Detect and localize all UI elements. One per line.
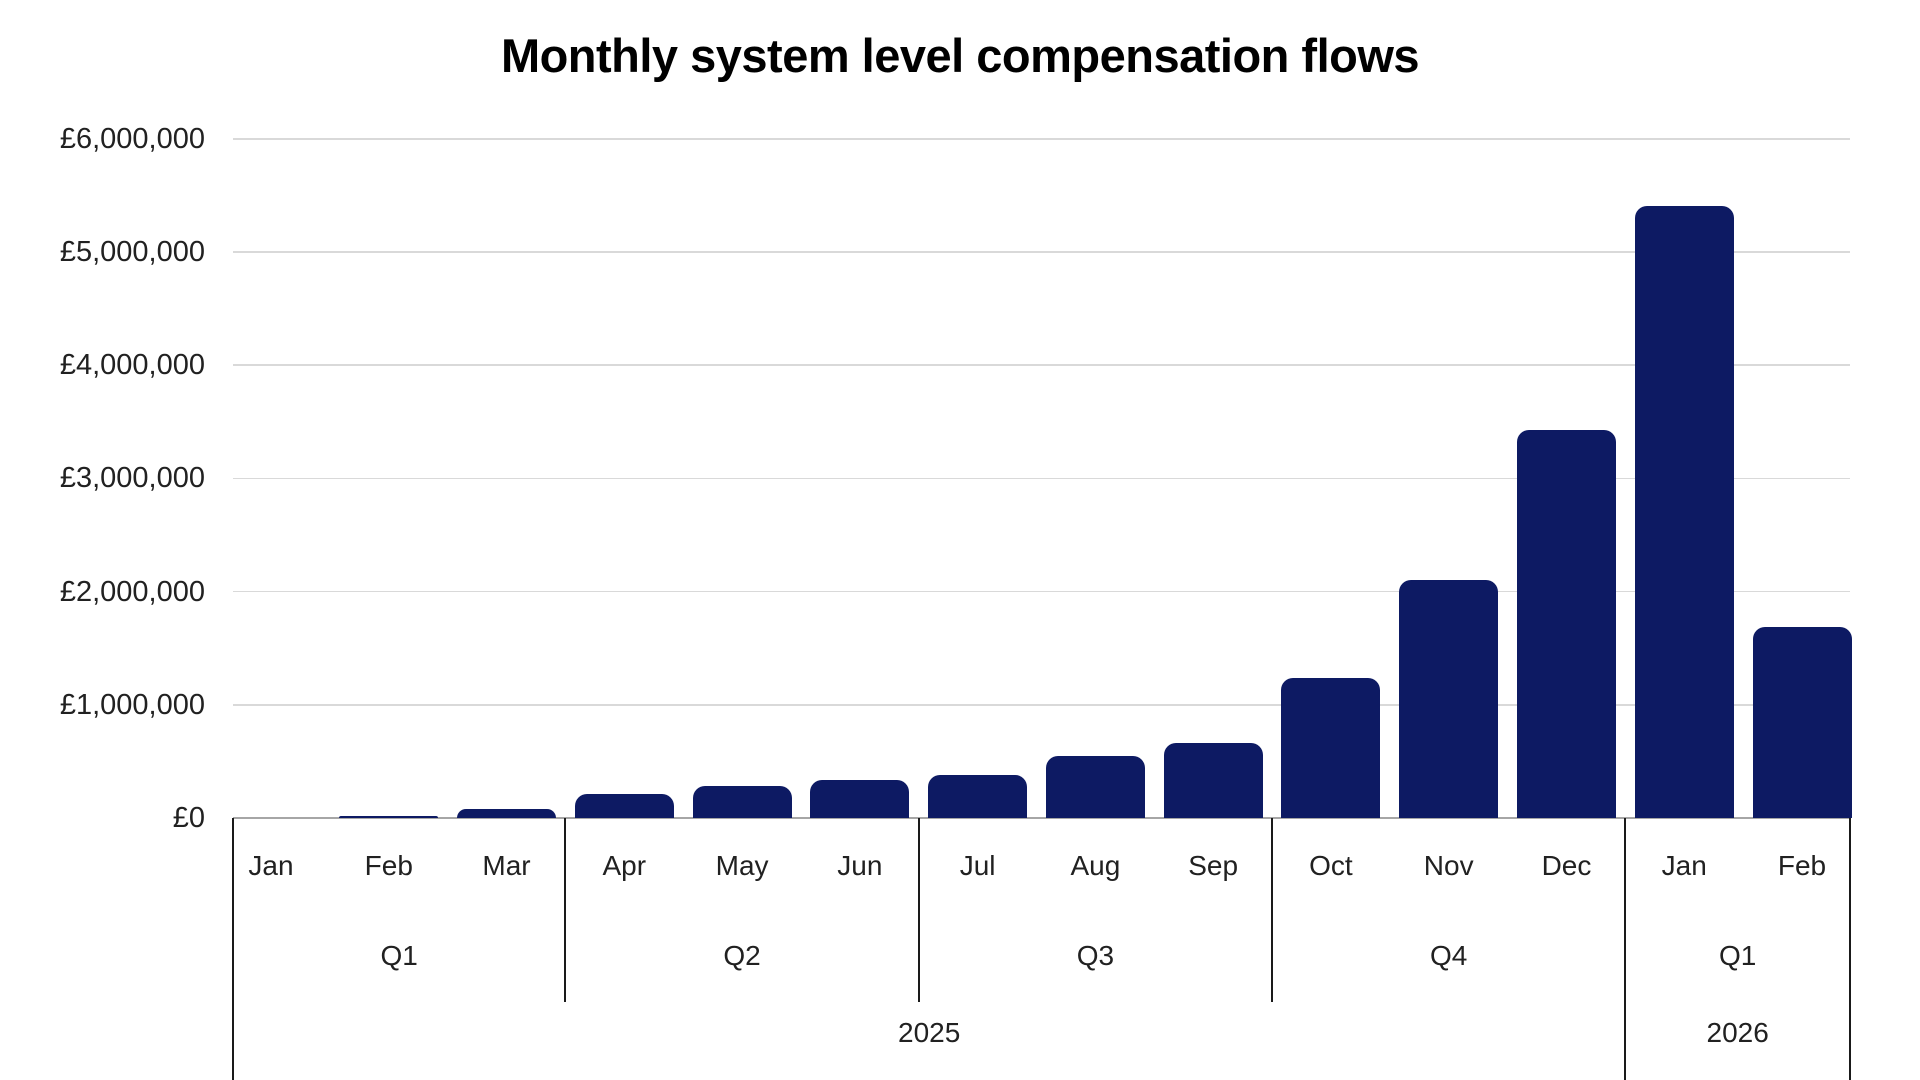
quarter-label: Q4 — [1430, 940, 1468, 971]
quarter-label: Q2 — [723, 940, 761, 971]
chart-title: Monthly system level compensation flows — [500, 29, 1420, 82]
month-label: Dec — [1541, 850, 1592, 881]
quarter-separator-line — [564, 818, 567, 1002]
year-label: 2026 — [1706, 1017, 1769, 1048]
gridline — [233, 138, 1850, 140]
y-axis-tick-label: £1,000,000 — [59, 688, 205, 721]
bar-aug-2025 — [1045, 755, 1145, 818]
quarter-label: Q1 — [380, 940, 418, 971]
month-label: Apr — [602, 850, 647, 881]
year-boundary-line — [1849, 818, 1851, 1080]
bar-jul-2025 — [928, 774, 1028, 818]
bar-nov-2025 — [1399, 580, 1499, 818]
month-label: Jun — [837, 850, 883, 881]
y-axis-tick-label: £5,000,000 — [59, 236, 205, 268]
month-label: Jul — [959, 850, 996, 881]
y-axis-tick-label: £6,000,000 — [59, 122, 205, 155]
month-label: Feb — [364, 850, 413, 881]
bar-feb-2025 — [339, 815, 439, 818]
bar-oct-2025 — [1281, 677, 1381, 818]
y-axis-tick-label: £2,000,000 — [59, 575, 205, 608]
y-axis-tick-label: £0 — [172, 802, 205, 834]
year-boundary-line — [232, 818, 234, 1080]
year-boundary-line — [1624, 818, 1626, 1080]
year-label: 2025 — [898, 1017, 961, 1048]
y-axis-tick-label: £3,000,000 — [59, 462, 205, 495]
quarter-separator-line — [1271, 818, 1274, 1002]
month-label: Aug — [1070, 850, 1121, 881]
month-label: Mar — [482, 850, 531, 881]
bar-dec-2025 — [1516, 429, 1616, 818]
gridline — [233, 477, 1850, 480]
bar-mar-2025 — [457, 808, 557, 818]
y-axis-tick-label: £4,000,000 — [59, 349, 205, 382]
gridline — [233, 704, 1850, 706]
quarter-label: Q3 — [1076, 940, 1115, 971]
month-label: Feb — [1777, 850, 1827, 881]
gridline — [233, 364, 1850, 366]
month-label: Sep — [1188, 850, 1239, 881]
quarter-label: Q1 — [1718, 940, 1757, 971]
bar-feb-2026 — [1752, 626, 1852, 818]
gridline — [233, 590, 1850, 593]
gridline — [233, 251, 1850, 253]
bar-jan-2026 — [1634, 205, 1734, 818]
month-label: Nov — [1423, 850, 1474, 881]
quarter-separator-line — [917, 818, 920, 1002]
x-axis-line — [233, 817, 1850, 819]
month-label: Jan — [248, 850, 294, 881]
bar-sep-2025 — [1163, 743, 1263, 818]
bar-apr-2025 — [574, 794, 674, 818]
month-label: Jan — [1661, 850, 1707, 881]
bar-jun-2025 — [810, 779, 910, 818]
month-label: Oct — [1309, 850, 1353, 881]
bar-may-2025 — [692, 786, 792, 818]
month-label: May — [715, 850, 769, 881]
